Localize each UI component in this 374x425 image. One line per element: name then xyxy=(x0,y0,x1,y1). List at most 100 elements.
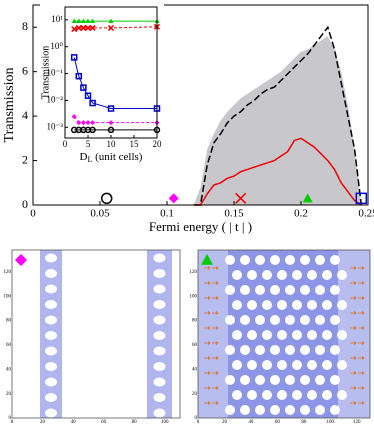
hole xyxy=(225,345,235,355)
marker xyxy=(80,24,87,31)
line xyxy=(193,137,362,206)
hole xyxy=(315,375,325,385)
hole xyxy=(270,345,280,355)
hole xyxy=(292,330,302,340)
x-tick-label: 120 xyxy=(353,420,361,425)
x-tick-label: 15 xyxy=(130,139,140,149)
hole xyxy=(153,300,166,309)
line xyxy=(193,25,363,206)
marker xyxy=(71,26,78,33)
marker xyxy=(85,18,91,24)
hole xyxy=(232,300,242,310)
flow-arrow xyxy=(350,311,357,315)
flow-arrow xyxy=(350,326,357,330)
y-tick-label: 100 xyxy=(190,294,198,299)
marker xyxy=(70,54,78,61)
flow-arrow xyxy=(204,356,211,360)
hole xyxy=(322,360,332,370)
flow-arrow xyxy=(212,341,219,345)
marker xyxy=(107,24,115,31)
flow-arrow xyxy=(350,356,357,360)
marker xyxy=(89,24,96,31)
hole xyxy=(262,390,272,400)
marker xyxy=(76,120,82,126)
flow-arrow xyxy=(358,356,365,360)
hole xyxy=(307,300,317,310)
marker xyxy=(84,92,92,99)
hole xyxy=(300,255,310,265)
marker xyxy=(75,24,82,31)
panel-marker xyxy=(201,254,213,265)
hole xyxy=(45,300,57,309)
y-tick-label: 0 xyxy=(9,416,12,421)
flow-arrow xyxy=(358,371,365,375)
y-tick-label: 40 xyxy=(6,367,12,372)
hole xyxy=(225,405,235,415)
hole xyxy=(315,255,325,265)
hole xyxy=(330,405,340,415)
hole xyxy=(232,330,242,340)
flow-arrow xyxy=(350,401,357,405)
hole xyxy=(240,375,250,385)
hole xyxy=(292,270,302,280)
x-tick-label: 5 xyxy=(86,139,91,149)
hole xyxy=(255,255,265,265)
marker xyxy=(302,193,313,203)
x-tick-label: 20 xyxy=(222,420,228,425)
hole xyxy=(300,285,310,295)
hole xyxy=(240,315,250,325)
hole xyxy=(45,315,57,325)
y-tick-label: 100 xyxy=(4,294,12,299)
y-tick-label: 2 xyxy=(22,152,28,166)
y-tick-label: 20 xyxy=(6,392,12,397)
hole xyxy=(300,315,310,325)
hole xyxy=(247,270,257,280)
flow-arrow xyxy=(350,266,357,270)
hole xyxy=(300,345,310,355)
x-tick-label: 0.25 xyxy=(358,208,374,220)
x-axis-label-main: D xyxy=(80,151,88,163)
hole xyxy=(307,390,317,400)
flow-arrow xyxy=(358,311,365,315)
x-axis-label: Fermi energy ( | t | ) xyxy=(149,219,252,234)
hole xyxy=(307,360,317,370)
hole xyxy=(255,315,265,325)
hole xyxy=(45,393,57,402)
hole xyxy=(153,377,166,387)
hole xyxy=(225,315,235,325)
flow-arrow xyxy=(204,311,211,315)
hole xyxy=(277,300,287,310)
flow-arrow xyxy=(204,266,211,270)
hole xyxy=(337,300,347,310)
hole xyxy=(330,255,340,265)
flow-arrow xyxy=(204,401,211,405)
hole xyxy=(255,285,265,295)
hole xyxy=(247,300,257,310)
hole xyxy=(330,345,340,355)
hole xyxy=(270,375,280,385)
flow-arrow xyxy=(212,371,219,375)
x-tick-label: 60 xyxy=(275,420,281,425)
marker xyxy=(80,84,87,91)
y-tick-label: 10⁻³ xyxy=(47,121,64,131)
hole xyxy=(337,390,347,400)
hole xyxy=(300,375,310,385)
y-tick-label: 0 xyxy=(22,197,28,211)
flow-arrow xyxy=(212,281,219,285)
hole xyxy=(45,362,57,371)
hole xyxy=(322,390,332,400)
x-tick-label: 40 xyxy=(248,420,254,425)
hole xyxy=(45,346,57,356)
hole xyxy=(307,270,317,280)
line xyxy=(73,57,157,109)
y-tick-label: 60 xyxy=(192,343,198,348)
hole xyxy=(45,408,57,418)
hole xyxy=(262,270,272,280)
hole xyxy=(262,300,272,310)
marker xyxy=(71,114,77,120)
x-tick-label: 20 xyxy=(40,420,46,425)
x-tick-label: 0 xyxy=(30,208,36,220)
marker xyxy=(90,120,96,126)
hole xyxy=(153,315,166,325)
hole xyxy=(277,330,287,340)
